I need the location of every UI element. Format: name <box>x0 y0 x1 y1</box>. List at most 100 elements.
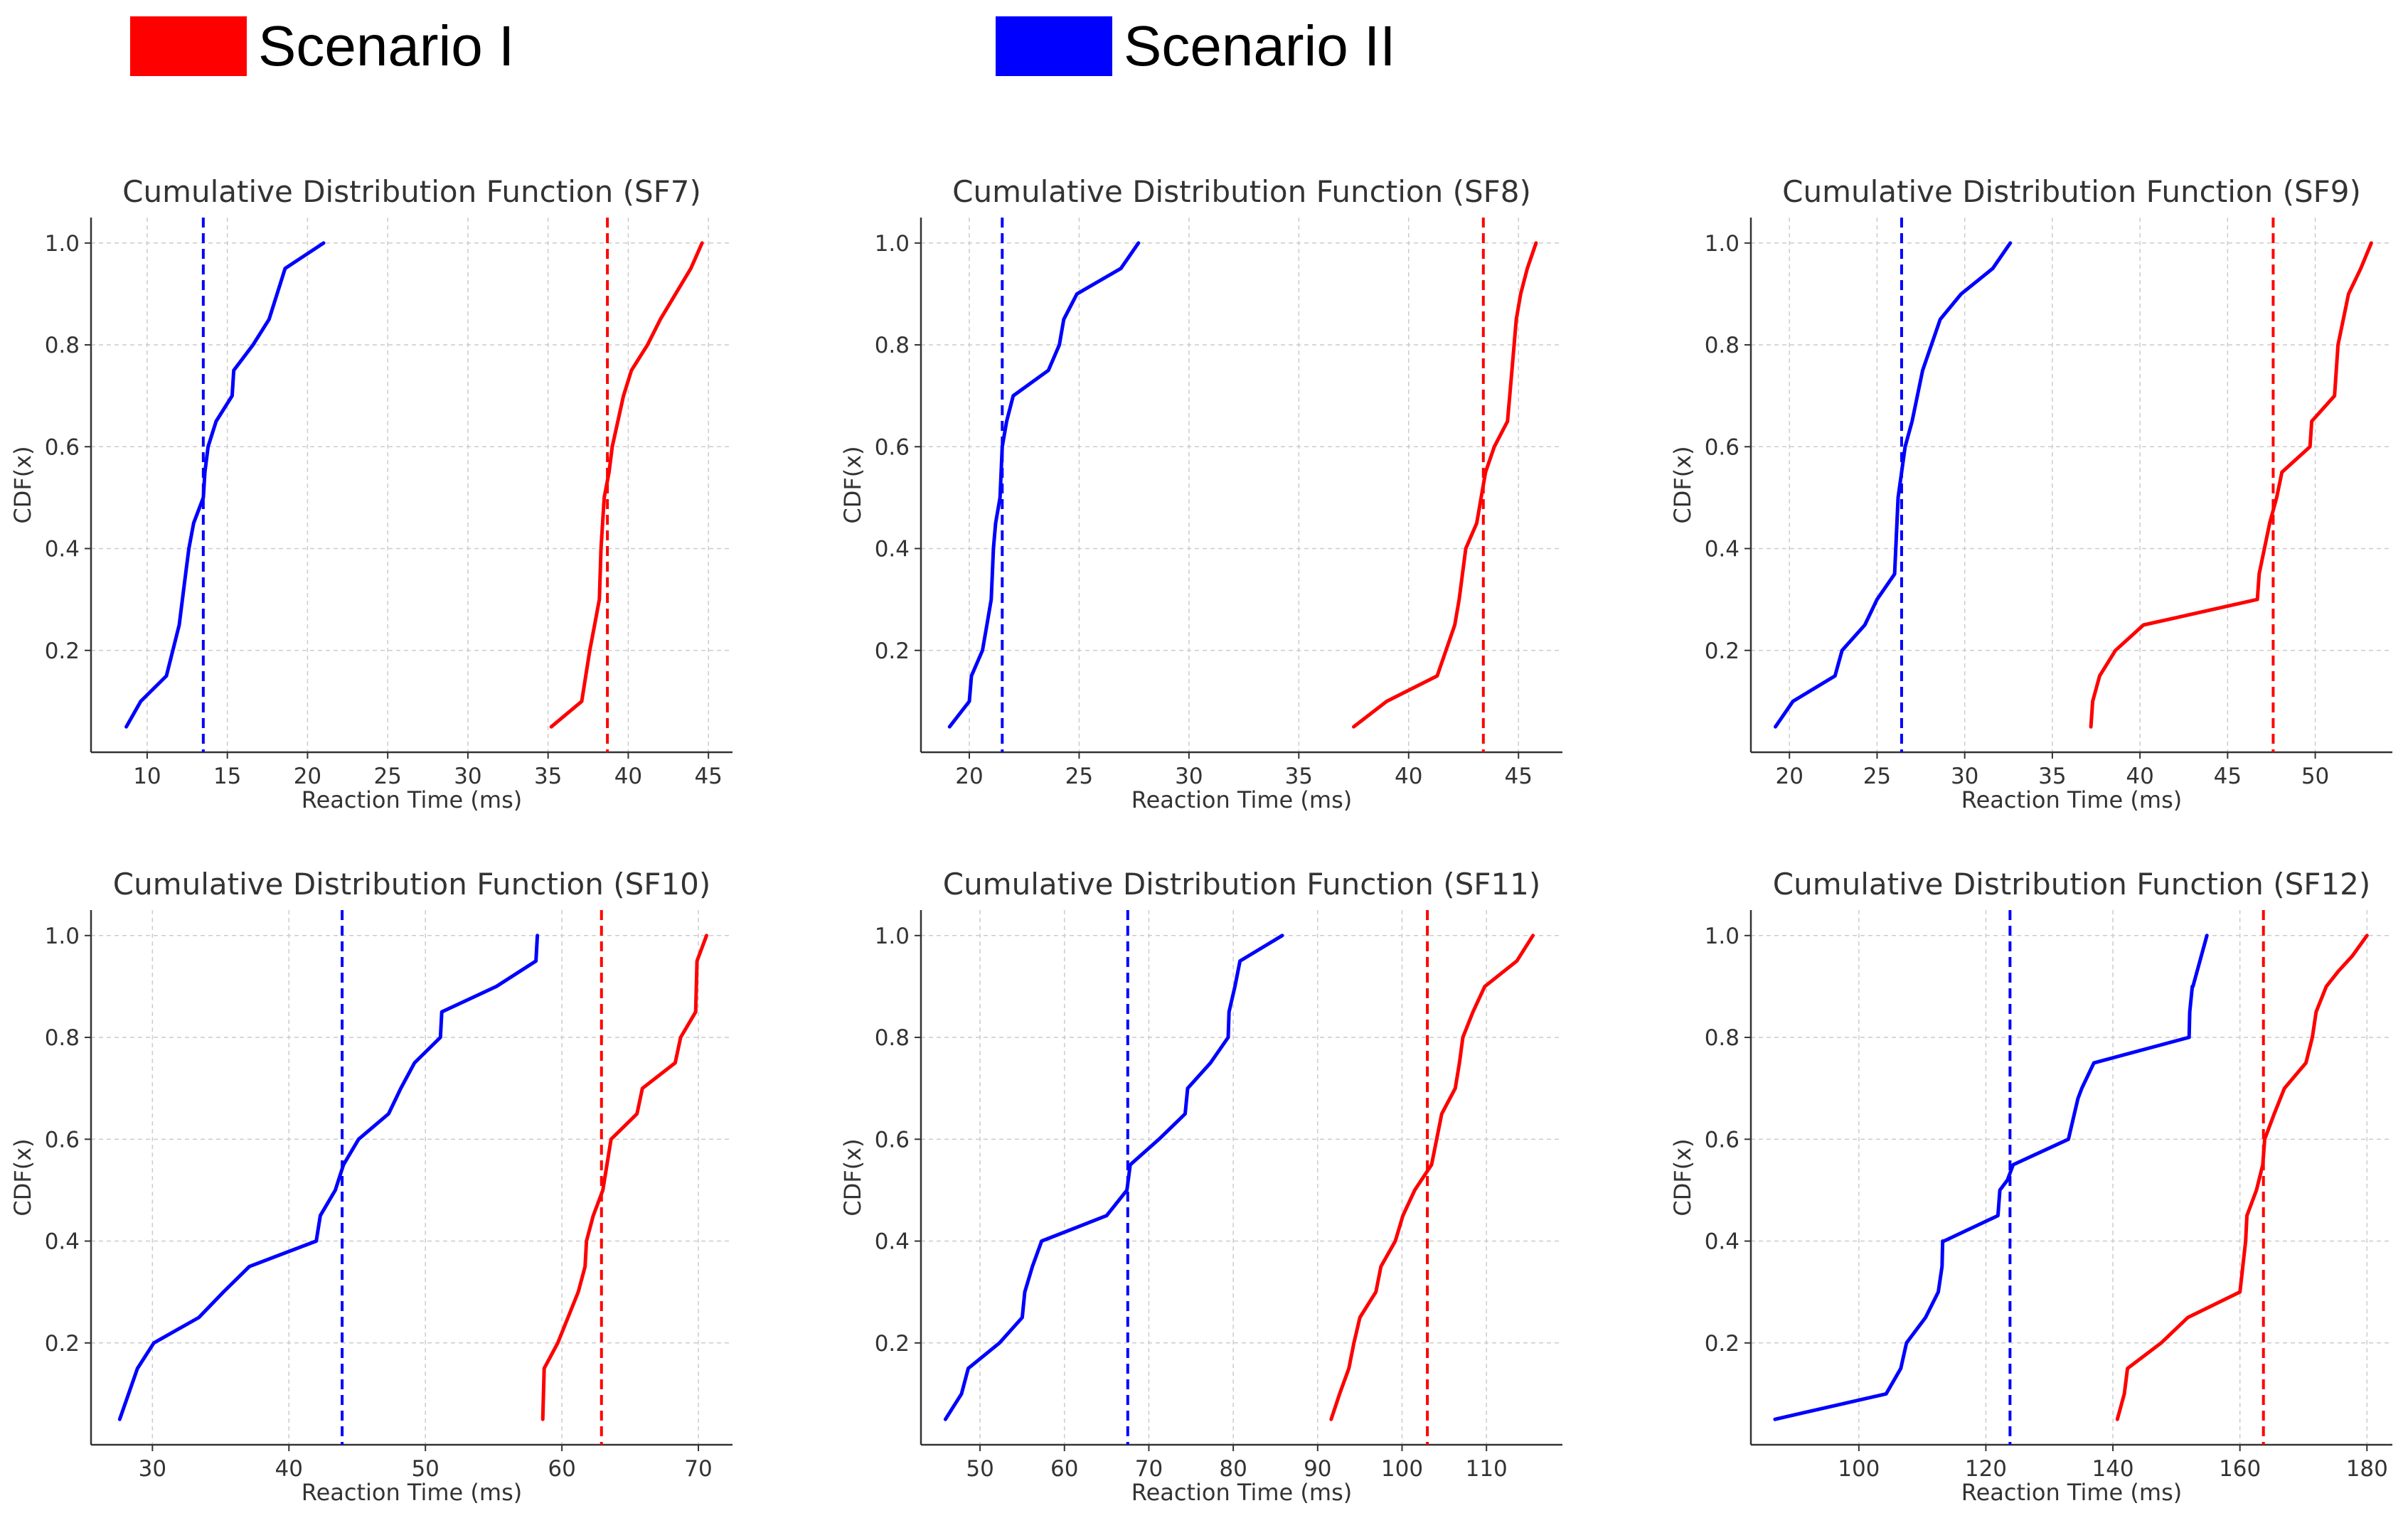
legend-swatch-scenario-2 <box>996 16 1112 76</box>
x-tick-label: 40 <box>1395 764 1422 789</box>
y-axis-label: CDF(x) <box>839 446 866 523</box>
x-tick-label: 120 <box>1965 1456 2007 1482</box>
y-tick-label: 0.6 <box>1705 434 1740 460</box>
y-tick-label: 1.0 <box>1705 231 1740 257</box>
x-axis-label: Reaction Time (ms) <box>1961 1479 2182 1506</box>
chart-3: 20 25 30 35 40 45 50 0.2 0.4 0.6 0.8 1.0 Cumulative … <box>1669 174 2392 813</box>
y-tick-label: 0.6 <box>45 434 80 460</box>
y-tick-label: 1.0 <box>1705 924 1740 949</box>
y-axis-label: CDF(x) <box>839 1138 866 1216</box>
x-axis-label: Reaction Time (ms) <box>1961 786 2182 813</box>
x-tick-label: 180 <box>2346 1456 2388 1482</box>
x-tick-label: 35 <box>534 764 562 789</box>
y-tick-label: 0.2 <box>45 638 80 664</box>
y-tick-label: 0.4 <box>45 537 80 562</box>
y-tick-label: 0.4 <box>45 1229 80 1255</box>
series-line-red <box>1329 934 1535 1421</box>
x-tick-label: 30 <box>1175 764 1203 789</box>
x-tick-label: 20 <box>294 764 321 789</box>
x-tick-label: 45 <box>1504 764 1532 789</box>
x-tick-label: 15 <box>213 764 241 789</box>
chart-4: 30 40 50 60 70 0.2 0.4 0.6 0.8 1.0 Cumulative Dist… <box>9 867 732 1506</box>
x-tick-label: 20 <box>1775 764 1803 789</box>
x-tick-label: 100 <box>1381 1456 1423 1482</box>
series-line-red <box>540 934 708 1421</box>
chart-6: 100 120 140 160 180 0.2 0.4 0.6 0.8 1.0 Cumulative… <box>1669 867 2392 1506</box>
x-tick-label: 50 <box>966 1456 993 1482</box>
chart-title: Cumulative Distribution Function (SF9) <box>1782 174 2361 209</box>
y-tick-label: 0.8 <box>1705 1025 1740 1051</box>
y-tick-label: 1.0 <box>45 924 80 949</box>
x-tick-label: 60 <box>548 1456 575 1482</box>
y-tick-label: 0.8 <box>45 333 80 358</box>
y-tick-label: 0.6 <box>875 1127 910 1153</box>
x-tick-label: 80 <box>1219 1456 1247 1482</box>
x-axis-label: Reaction Time (ms) <box>302 1479 522 1506</box>
legend-item-scenario-1: Scenario I <box>130 16 514 77</box>
y-tick-label: 0.4 <box>1705 537 1740 562</box>
y-tick-label: 1.0 <box>875 924 910 949</box>
y-tick-label: 0.4 <box>875 1229 910 1255</box>
series-line-blue <box>943 934 1284 1421</box>
chart-title: Cumulative Distribution Function (SF11) <box>943 867 1540 902</box>
y-axis-label: CDF(x) <box>1669 446 1696 523</box>
y-tick-label: 1.0 <box>875 231 910 257</box>
legend-label-scenario-2: Scenario II <box>1124 14 1396 77</box>
y-tick-label: 0.8 <box>875 333 910 358</box>
chart-1: 10 15 20 25 30 35 40 45 0.2 0.4 0.6 0.8 1.0 Cumulativ… <box>9 174 732 813</box>
y-tick-label: 0.2 <box>1705 1331 1740 1357</box>
y-tick-label: 0.6 <box>875 434 910 460</box>
chart-title: Cumulative Distribution Function (SF12) <box>1773 867 2370 902</box>
series-line-blue <box>124 241 326 729</box>
x-tick-label: 30 <box>1951 764 1978 789</box>
x-tick-label: 10 <box>133 764 161 789</box>
x-tick-label: 20 <box>955 764 983 789</box>
x-tick-label: 45 <box>694 764 722 789</box>
y-axis-label: CDF(x) <box>9 1138 36 1216</box>
x-tick-label: 90 <box>1304 1456 1331 1482</box>
x-tick-label: 70 <box>1135 1456 1163 1482</box>
chart-title: Cumulative Distribution Function (SF10) <box>113 867 710 902</box>
x-tick-label: 45 <box>2214 764 2242 789</box>
x-tick-label: 160 <box>2219 1456 2261 1482</box>
y-axis-label: CDF(x) <box>1669 1138 1696 1216</box>
x-tick-label: 70 <box>684 1456 712 1482</box>
y-tick-label: 0.4 <box>875 537 910 562</box>
x-tick-label: 40 <box>2126 764 2153 789</box>
y-tick-label: 1.0 <box>45 231 80 257</box>
x-tick-label: 50 <box>2301 764 2329 789</box>
series-line-blue <box>947 241 1141 729</box>
y-tick-label: 0.6 <box>1705 1127 1740 1153</box>
chart-5: 50 60 70 80 90 100 110 0.2 0.4 0.6 0.8 1.0 Cumulativ… <box>839 867 1562 1506</box>
series-line-red <box>549 241 704 729</box>
series-line-red <box>1352 241 1538 729</box>
y-tick-label: 0.2 <box>45 1331 80 1357</box>
x-tick-label: 30 <box>454 764 481 789</box>
x-tick-label: 35 <box>1285 764 1313 789</box>
legend-item-scenario-2: Scenario II <box>996 16 1395 77</box>
y-tick-label: 0.4 <box>1705 1229 1740 1255</box>
x-tick-label: 25 <box>373 764 401 789</box>
x-axis-label: Reaction Time (ms) <box>1131 786 1352 813</box>
chart-title: Cumulative Distribution Function (SF7) <box>122 174 701 209</box>
x-tick-label: 40 <box>614 764 642 789</box>
y-tick-label: 0.2 <box>875 1331 910 1357</box>
series-line-blue <box>117 934 540 1421</box>
y-tick-label: 0.8 <box>1705 333 1740 358</box>
x-tick-label: 30 <box>139 1456 166 1482</box>
y-tick-label: 0.8 <box>875 1025 910 1051</box>
chart-2: 20 25 30 35 40 45 0.2 0.4 0.6 0.8 1.0 Cumulative Di… <box>839 174 1562 813</box>
y-tick-label: 0.6 <box>45 1127 80 1153</box>
series-line-red <box>2115 934 2369 1421</box>
x-tick-label: 50 <box>411 1456 439 1482</box>
x-tick-label: 35 <box>2038 764 2066 789</box>
x-tick-label: 60 <box>1050 1456 1078 1482</box>
legend-label-scenario-1: Scenario I <box>258 14 515 77</box>
y-tick-label: 0.2 <box>875 638 910 664</box>
x-tick-label: 25 <box>1065 764 1093 789</box>
series-line-blue <box>1774 241 2013 729</box>
x-tick-label: 140 <box>2092 1456 2133 1482</box>
figure-legend: Scenario I Scenario II <box>0 0 2408 92</box>
legend-swatch-scenario-1 <box>130 16 247 76</box>
